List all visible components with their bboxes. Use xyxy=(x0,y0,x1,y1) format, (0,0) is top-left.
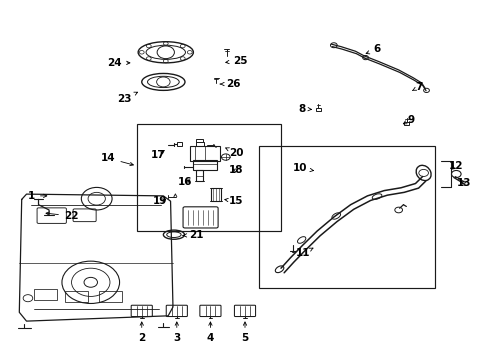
Text: 20: 20 xyxy=(226,148,244,158)
Text: 12: 12 xyxy=(449,161,464,171)
Text: 1: 1 xyxy=(28,191,47,201)
Text: 15: 15 xyxy=(225,196,244,206)
Bar xyxy=(211,188,221,201)
Text: 18: 18 xyxy=(229,166,244,175)
Bar xyxy=(34,289,57,300)
Bar xyxy=(193,160,217,171)
Text: 10: 10 xyxy=(293,163,314,174)
Bar xyxy=(65,291,88,302)
Bar xyxy=(196,142,204,146)
Bar xyxy=(98,291,122,302)
Text: 21: 21 xyxy=(183,230,203,240)
Text: 8: 8 xyxy=(298,104,311,114)
Text: 25: 25 xyxy=(226,56,247,66)
Bar xyxy=(404,122,409,125)
Bar xyxy=(196,139,203,142)
Text: 13: 13 xyxy=(457,178,471,188)
Bar xyxy=(196,170,203,181)
Text: 11: 11 xyxy=(295,248,313,258)
Text: 26: 26 xyxy=(220,79,240,89)
Text: 7: 7 xyxy=(413,82,422,92)
Text: 6: 6 xyxy=(366,45,381,54)
Text: 22: 22 xyxy=(46,211,78,221)
Bar xyxy=(177,142,182,147)
Text: 14: 14 xyxy=(101,153,133,166)
Text: 2: 2 xyxy=(138,322,146,343)
Bar xyxy=(259,147,435,288)
Bar xyxy=(137,123,281,231)
Bar xyxy=(316,108,321,111)
Text: 16: 16 xyxy=(178,177,192,188)
Text: 5: 5 xyxy=(242,322,248,343)
Bar xyxy=(190,146,220,161)
Text: 24: 24 xyxy=(107,58,130,68)
Text: 23: 23 xyxy=(117,92,138,104)
Text: 4: 4 xyxy=(207,322,214,343)
Text: 9: 9 xyxy=(403,115,414,125)
Text: 3: 3 xyxy=(173,322,180,343)
Text: 17: 17 xyxy=(151,150,166,159)
Text: 19: 19 xyxy=(152,196,167,206)
